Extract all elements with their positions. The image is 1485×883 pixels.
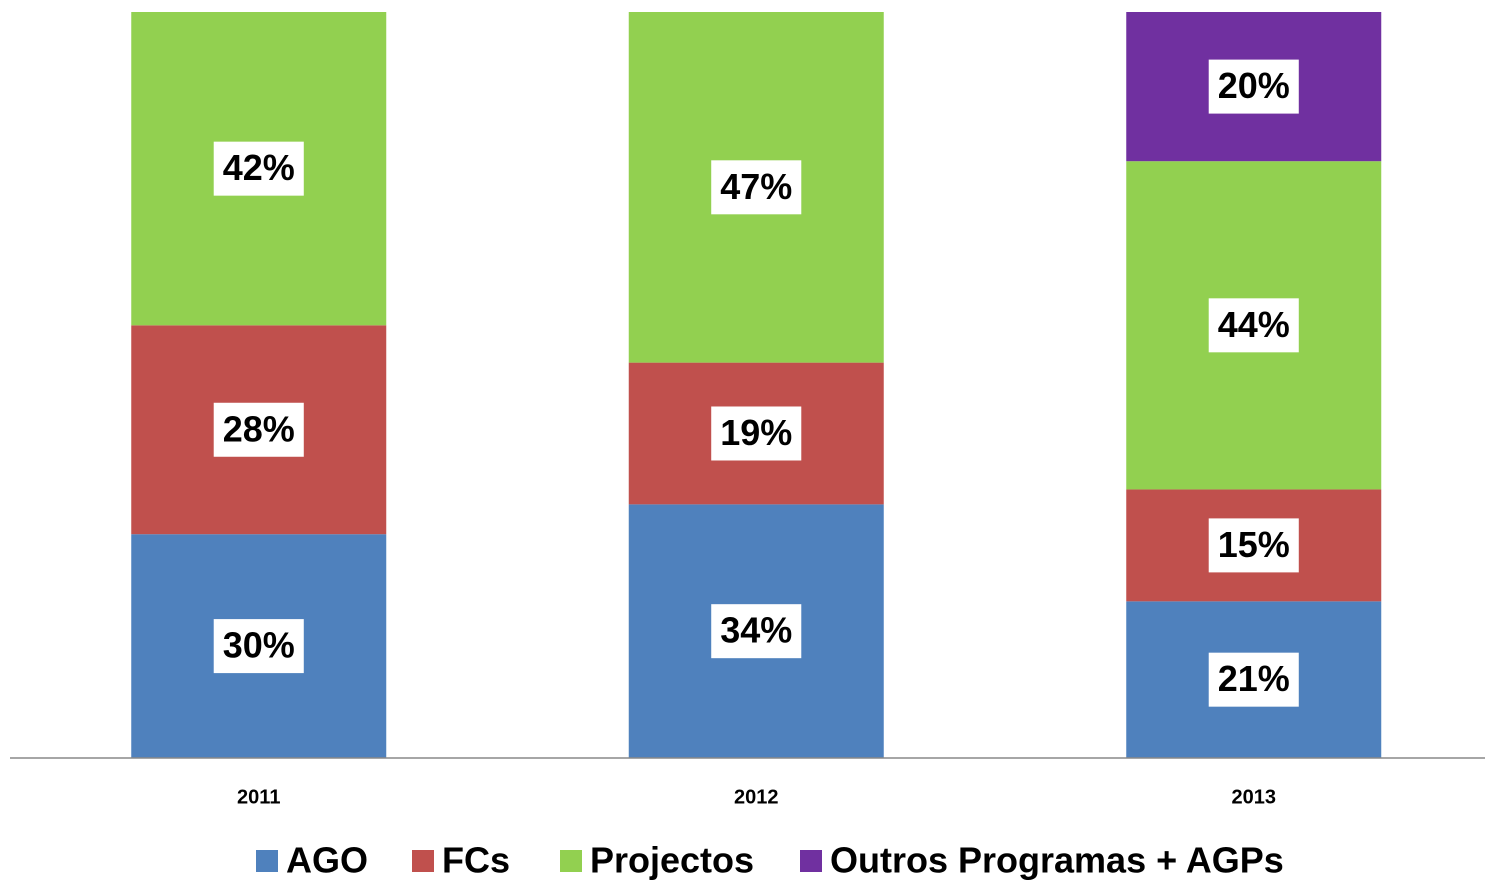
x-tick-label: 2011 (237, 786, 280, 808)
data-label: 47% (720, 166, 792, 207)
data-label: 21% (1218, 658, 1290, 699)
data-label: 30% (223, 625, 295, 666)
data-label-box (213, 141, 304, 196)
x-tick-label: 2012 (734, 786, 779, 808)
data-label-box (213, 402, 304, 457)
data-label: 42% (223, 147, 295, 188)
legend-label: Outros Programas + AGPs (830, 840, 1284, 881)
data-label-box (1208, 652, 1299, 707)
legend-label: Projectos (590, 840, 754, 881)
data-label: 34% (720, 610, 792, 651)
data-label-box (711, 406, 802, 461)
data-label-box (1208, 59, 1299, 114)
data-label: 20% (1218, 65, 1290, 106)
legend-swatch (256, 850, 278, 872)
legend-label: FCs (442, 840, 510, 881)
data-label-box (213, 619, 304, 674)
data-label-box (711, 160, 802, 215)
data-label: 19% (720, 412, 792, 453)
data-label: 28% (223, 408, 295, 449)
legend-swatch (800, 850, 822, 872)
legend-swatch (560, 850, 582, 872)
data-label-box (711, 604, 802, 659)
data-label-box (1208, 518, 1299, 573)
legend-label: AGO (286, 840, 368, 881)
data-label: 44% (1218, 304, 1290, 345)
x-tick-label: 2013 (1232, 786, 1277, 808)
legend-swatch (412, 850, 434, 872)
data-label: 15% (1218, 524, 1290, 565)
data-label-box (1208, 298, 1299, 353)
